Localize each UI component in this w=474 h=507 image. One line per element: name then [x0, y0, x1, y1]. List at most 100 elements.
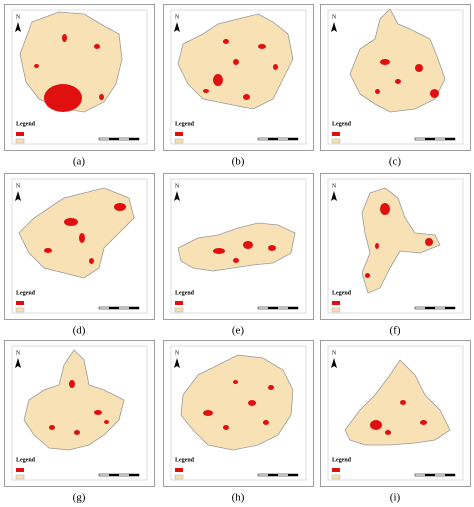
- urban-patch: [243, 94, 250, 100]
- scale-bar-fill: [425, 138, 435, 140]
- urban-patch: [104, 420, 109, 424]
- urban-patch: [415, 64, 423, 72]
- panel-label: (f): [390, 325, 401, 337]
- legend-swatch: [332, 132, 340, 136]
- north-label: N: [16, 14, 21, 20]
- map-panel: N Legend: [4, 4, 155, 151]
- urban-patch: [268, 245, 276, 251]
- urban-patch: [99, 94, 104, 100]
- legend-swatch: [15, 138, 25, 144]
- north-label: N: [332, 350, 337, 356]
- urban-patch: [233, 380, 238, 384]
- region-boundary: [177, 222, 296, 272]
- legend-title: Legend: [332, 290, 352, 296]
- urban-patch: [62, 34, 67, 42]
- map-inner-frame: [327, 345, 464, 481]
- panel-label: (c): [389, 156, 402, 168]
- legend-title: Legend: [175, 290, 195, 296]
- urban-patch: [74, 430, 80, 435]
- legend-title: Legend: [175, 121, 195, 127]
- urban-patch: [370, 420, 382, 430]
- urban-patch: [375, 243, 379, 249]
- north-label: N: [175, 14, 180, 20]
- urban-patch: [268, 385, 274, 390]
- scale-bar-fill: [425, 474, 435, 476]
- map-panel: N Legend: [4, 173, 155, 320]
- panel-label: (e): [232, 325, 245, 337]
- legend-swatch: [16, 132, 24, 136]
- urban-patch: [430, 89, 439, 98]
- urban-patch: [380, 203, 390, 215]
- urban-patch: [223, 39, 229, 44]
- north-arrow: [15, 358, 21, 368]
- panel-label: (g): [73, 492, 86, 504]
- urban-patch: [233, 59, 239, 65]
- scale-bar-fill: [268, 307, 278, 309]
- legend-title: Legend: [175, 457, 195, 463]
- urban-patch: [273, 64, 278, 70]
- urban-patch: [400, 400, 406, 405]
- legend-swatch: [174, 474, 184, 480]
- urban-patch: [44, 84, 82, 112]
- legend-swatch: [15, 307, 25, 313]
- scale-bar-fill: [129, 307, 139, 309]
- scale-bar-fill: [268, 138, 278, 140]
- legend-title: Legend: [16, 457, 36, 463]
- map-panel: N Legend: [320, 340, 471, 487]
- scale-bar-fill: [445, 138, 455, 140]
- scale-bar-fill: [109, 138, 119, 140]
- legend-swatch: [332, 301, 340, 305]
- map-panel: N Legend: [163, 340, 314, 487]
- panel-label: (b): [232, 156, 245, 168]
- urban-patch: [34, 64, 39, 68]
- urban-patch: [114, 203, 126, 211]
- urban-patch: [243, 241, 253, 249]
- map-panel: N Legend: [4, 340, 155, 487]
- scale-bar-fill: [109, 307, 119, 309]
- north-label: N: [16, 183, 21, 189]
- urban-patch: [248, 400, 256, 406]
- map-inner-frame: [170, 345, 307, 481]
- scale-bar-fill: [268, 474, 278, 476]
- north-label: N: [175, 183, 180, 189]
- north-arrow: [174, 191, 180, 201]
- urban-patch: [49, 425, 55, 430]
- map-panel: N Legend: [320, 4, 471, 151]
- scale-bar-fill: [288, 474, 298, 476]
- urban-patch: [420, 420, 427, 425]
- scale-bar-fill: [109, 474, 119, 476]
- urban-patch: [425, 238, 433, 246]
- urban-patch: [64, 218, 78, 226]
- urban-patch: [94, 410, 102, 415]
- panel-label: (a): [73, 156, 86, 168]
- map-inner-frame: [327, 9, 464, 145]
- legend-swatch: [174, 138, 184, 144]
- urban-patch: [258, 44, 266, 49]
- legend-swatch: [175, 468, 183, 472]
- legend-swatch: [331, 474, 341, 480]
- urban-patch: [79, 233, 85, 243]
- scale-bar-fill: [445, 307, 455, 309]
- north-label: N: [16, 350, 21, 356]
- urban-patch: [375, 89, 380, 94]
- legend-swatch: [16, 468, 24, 472]
- panel-label: (i): [390, 492, 401, 504]
- urban-patch: [89, 258, 94, 264]
- urban-patch: [223, 425, 229, 430]
- region-boundary: [23, 349, 125, 451]
- panel-label: (d): [73, 325, 86, 337]
- north-arrow: [174, 22, 180, 32]
- legend-swatch: [331, 138, 341, 144]
- region-boundary: [19, 11, 123, 113]
- map-panel: N Legend: [163, 173, 314, 320]
- urban-patch: [44, 248, 52, 253]
- urban-patch: [233, 258, 239, 263]
- legend-swatch: [16, 301, 24, 305]
- map-inner-frame: [170, 9, 307, 145]
- map-inner-frame: [170, 178, 307, 314]
- urban-patch: [203, 410, 213, 416]
- scale-bar-fill: [425, 307, 435, 309]
- north-label: N: [332, 183, 337, 189]
- region-boundary: [361, 187, 441, 294]
- legend-title: Legend: [332, 121, 352, 127]
